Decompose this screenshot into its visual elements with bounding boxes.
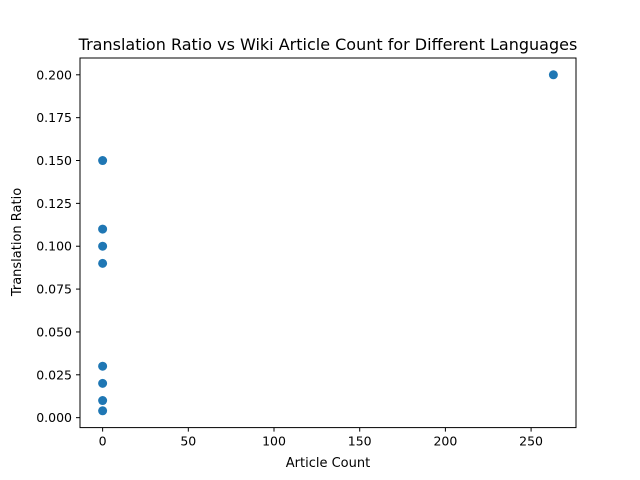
- y-tick-label: 0.075: [36, 282, 72, 297]
- x-axis-ticks: 0 50 100 150 200 250: [99, 427, 543, 449]
- x-tick-label: 50: [180, 434, 196, 449]
- x-axis-label: Article Count: [286, 456, 370, 471]
- y-tick-label: 0.175: [36, 110, 72, 125]
- y-axis-label: Translation Ratio: [10, 188, 25, 297]
- data-point-7: [98, 396, 108, 406]
- y-axis-ticks: 0.000 0.025 0.050 0.075 0.100 0.125 0.150 0.175…: [36, 67, 80, 425]
- y-tick-label: 0.150: [36, 153, 72, 168]
- y-tick-label: 0.000: [36, 410, 72, 425]
- plot-area-frame: [79, 57, 577, 429]
- y-tick-label: 0.050: [36, 324, 72, 339]
- data-point-8: [98, 406, 108, 416]
- data-point-4: [98, 258, 108, 268]
- y-tick-label: 0.200: [36, 67, 72, 82]
- data-point-3: [98, 241, 108, 251]
- chart-title: Translation Ratio vs Wiki Article Count …: [78, 35, 578, 54]
- x-tick-label: 250: [519, 434, 543, 449]
- y-tick-label: 0.100: [36, 239, 72, 254]
- data-point-6: [98, 378, 108, 388]
- x-tick-label: 0: [99, 434, 107, 449]
- data-point-1: [98, 156, 108, 166]
- x-tick-label: 100: [262, 434, 286, 449]
- y-tick-label: 0.025: [36, 367, 72, 382]
- data-point-0: [548, 70, 558, 80]
- x-tick-label: 200: [433, 434, 457, 449]
- points-layer: [98, 70, 558, 416]
- y-tick-label: 0.125: [36, 196, 72, 211]
- data-point-2: [98, 224, 108, 234]
- x-tick-label: 150: [348, 434, 372, 449]
- data-point-5: [98, 361, 108, 371]
